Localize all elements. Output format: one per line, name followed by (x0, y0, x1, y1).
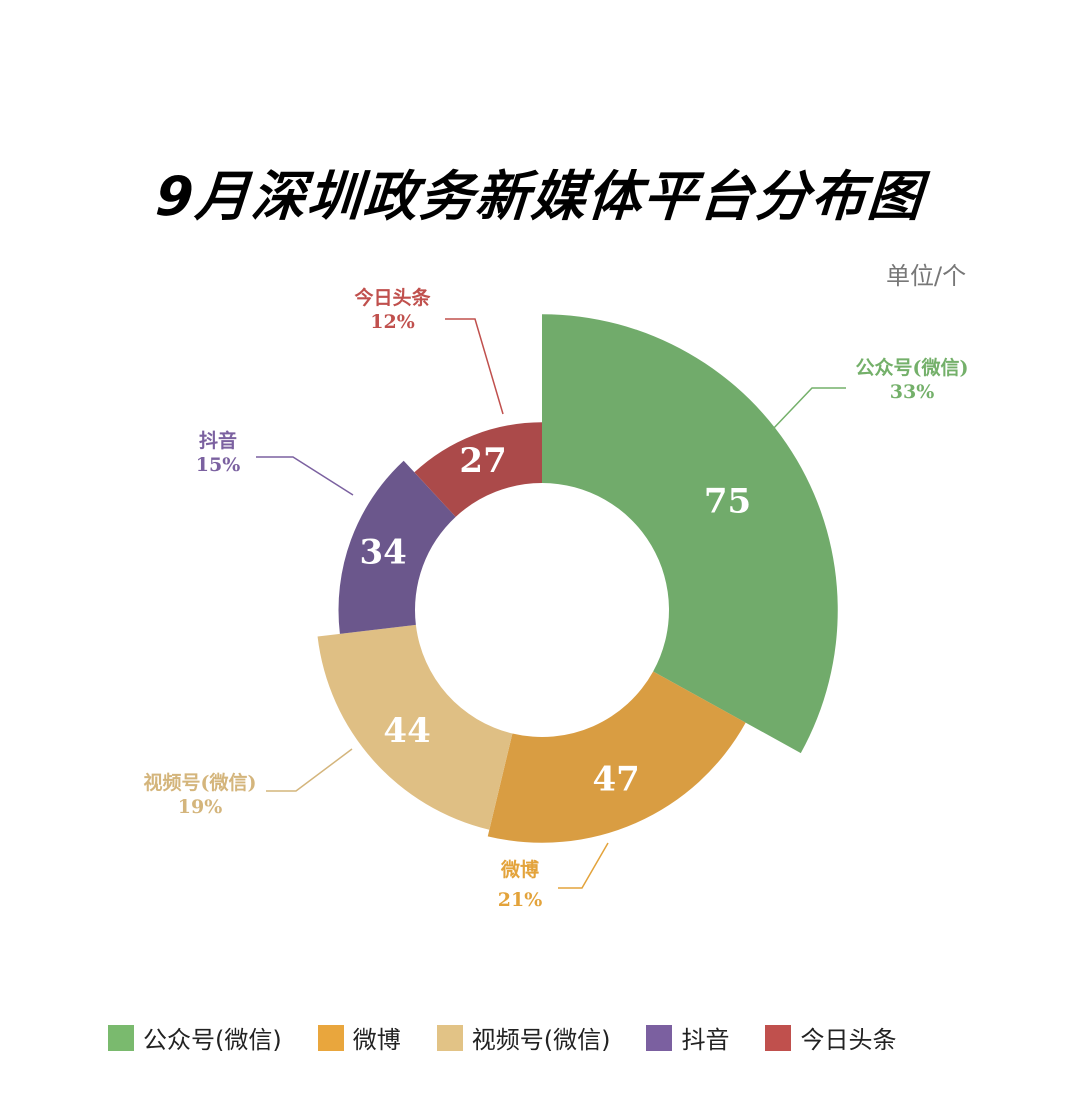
legend-swatch (646, 1024, 673, 1051)
leader-line (266, 748, 353, 792)
legend-item: 微博 (317, 1020, 401, 1055)
value-label: 44 (383, 711, 430, 751)
legend-swatch (317, 1024, 344, 1051)
slice-0 (542, 314, 838, 754)
legend: 公众号(微信) 微博 视频号(微信) 抖音 今日头条 (108, 1020, 932, 1055)
leader-line (558, 842, 609, 889)
legend-label: 今日头条 (800, 1026, 897, 1054)
slice-label: 公众号(微信) 33% (852, 356, 972, 404)
value-label: 34 (360, 533, 407, 573)
value-label: 27 (459, 441, 506, 481)
value-label: 75 (704, 482, 751, 522)
slice-3 (338, 460, 456, 634)
legend-item: 今日头条 (765, 1020, 896, 1055)
legend-item: 公众号(微信) (108, 1020, 282, 1055)
legend-label: 微博 (352, 1026, 401, 1054)
percent-label: 21% (497, 889, 543, 911)
category-name: 公众号(微信) (855, 357, 969, 379)
value-label: 47 (593, 759, 640, 799)
slice-4 (414, 422, 542, 517)
percent-label: 19% (177, 796, 223, 818)
legend-label: 视频号(微信) (471, 1026, 611, 1054)
percent-label: 15% (195, 454, 241, 476)
slice-1 (487, 671, 746, 843)
slice-2 (317, 624, 513, 830)
slice-label: 微博 21% (485, 858, 555, 912)
legend-label: 公众号(微信) (143, 1026, 282, 1054)
category-name: 抖音 (198, 430, 237, 452)
legend-label: 抖音 (681, 1026, 730, 1054)
category-name: 视频号(微信) (143, 772, 257, 794)
slice-label: 视频号(微信) 19% (130, 771, 270, 819)
leader-line (445, 318, 504, 415)
legend-swatch (436, 1024, 463, 1051)
legend-item: 抖音 (646, 1020, 729, 1055)
leader-line (771, 387, 846, 431)
category-name: 微博 (500, 859, 539, 881)
category-name: 今日头条 (354, 287, 431, 309)
legend-swatch (765, 1024, 792, 1051)
unit-label: 单位/个 (886, 262, 967, 290)
legend-item: 视频号(微信) (436, 1020, 611, 1055)
legend-swatch (108, 1024, 134, 1051)
percent-label: 33% (889, 381, 935, 403)
slice-label: 今日头条 12% (335, 286, 450, 334)
percent-label: 12% (370, 311, 415, 333)
leader-line (256, 456, 354, 496)
slice-label: 抖音 15% (178, 429, 258, 477)
